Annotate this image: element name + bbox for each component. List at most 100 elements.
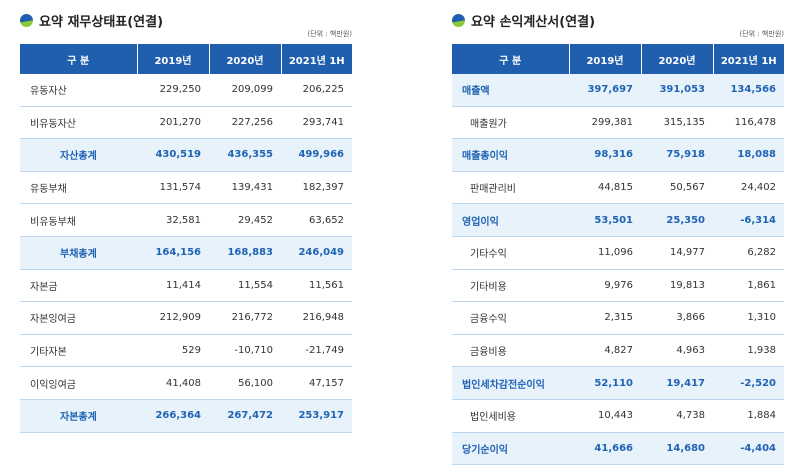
table-row: 기타자본 529 -10,710 -21,749 (20, 334, 352, 368)
cell-value: 266,364 (137, 399, 209, 433)
table-row: 매출총이익 98,316 75,918 18,088 (452, 138, 784, 172)
table-row: 영업이익 53,501 25,350 -6,314 (452, 203, 784, 237)
column-header: 2019년 (136, 44, 209, 74)
row-label: 이익잉여금 (20, 366, 137, 400)
table-row: 매출액 397,697 391,053 134,566 (452, 74, 784, 107)
balance-sheet-title: 요약 재무상태표(연결) (20, 11, 164, 30)
cell-value: 52,110 (569, 366, 641, 400)
cell-value: 201,270 (137, 106, 209, 140)
unit-label: (단위 : 백만원) (739, 30, 784, 38)
cell-value: 391,053 (641, 74, 713, 107)
cell-value: 11,096 (569, 236, 641, 270)
cell-value: 63,652 (281, 203, 352, 237)
column-header: 2020년 (208, 44, 281, 74)
row-label: 자본총계 (20, 399, 137, 433)
table-row: 자본금 11,414 11,554 11,561 (20, 269, 352, 303)
bullet-icon (452, 13, 465, 27)
cell-value: 44,815 (569, 171, 641, 205)
cell-value: 6,282 (713, 236, 784, 270)
cell-value: 227,256 (209, 106, 281, 140)
cell-value: 19,417 (641, 366, 713, 400)
cell-value: 246,049 (281, 236, 352, 270)
cell-value: 293,741 (281, 106, 352, 140)
cell-value: 4,963 (641, 334, 713, 368)
cell-value: 168,883 (209, 236, 281, 270)
row-label: 기타비용 (452, 269, 569, 303)
cell-value: -6,314 (713, 203, 784, 237)
cell-value: 499,966 (281, 138, 352, 172)
column-header: 2019년 (568, 44, 641, 74)
cell-value: 212,909 (137, 301, 209, 335)
balance-sheet-table: 구 분 2019년 2020년 2021년 1H 유동자산 229,250 209,099 2… (20, 44, 352, 433)
bullet-icon (20, 13, 33, 27)
table-row: 매출원가 299,381 315,135 116,478 (452, 106, 784, 140)
row-label: 기타자본 (20, 334, 137, 368)
row-label: 매출액 (452, 74, 569, 107)
cell-value: 11,554 (209, 269, 281, 303)
column-header: 2021년 1H (280, 44, 352, 74)
cell-value: 1,884 (713, 399, 784, 433)
row-label: 비유동자산 (20, 106, 137, 140)
row-label: 법인세비용 (452, 399, 569, 433)
row-label: 비유동부채 (20, 203, 137, 237)
cell-value: 1,310 (713, 301, 784, 335)
cell-value: -10,710 (209, 334, 281, 368)
table-row: 자산총계 430,519 436,355 499,966 (20, 138, 352, 172)
cell-value: 11,561 (281, 269, 352, 303)
cell-value: 430,519 (137, 138, 209, 172)
cell-value: 24,402 (713, 171, 784, 205)
table-row: 비유동자산 201,270 227,256 293,741 (20, 106, 352, 140)
row-label: 자본금 (20, 269, 137, 303)
cell-value: 164,156 (137, 236, 209, 270)
table-row: 자본잉여금 212,909 216,772 216,948 (20, 301, 352, 335)
unit-label: (단위 : 백만원) (307, 30, 352, 38)
table-row: 부채총계 164,156 168,883 246,049 (20, 236, 352, 270)
cell-value: 4,738 (641, 399, 713, 433)
cell-value: 209,099 (209, 74, 281, 107)
row-label: 매출총이익 (452, 138, 569, 172)
table-row: 법인세차감전순이익 52,110 19,417 -2,520 (452, 366, 784, 400)
cell-value: 116,478 (713, 106, 784, 140)
cell-value: 29,452 (209, 203, 281, 237)
column-header: 2021년 1H (712, 44, 784, 74)
cell-value: 98,316 (569, 138, 641, 172)
cell-value: 299,381 (569, 106, 641, 140)
income-title-text: 요약 손익계산서(연결) (471, 14, 596, 30)
cell-value: 19,813 (641, 269, 713, 303)
cell-value: 56,100 (209, 366, 281, 400)
cell-value: 11,414 (137, 269, 209, 303)
table-row: 유동자산 229,250 209,099 206,225 (20, 74, 352, 107)
row-label: 금융비용 (452, 334, 569, 368)
table-row: 비유동부채 32,581 29,452 63,652 (20, 203, 352, 237)
cell-value: 4,827 (569, 334, 641, 368)
row-label: 유동부채 (20, 171, 137, 205)
row-label: 금융수익 (452, 301, 569, 335)
table-row: 금융수익 2,315 3,866 1,310 (452, 301, 784, 335)
cell-value: 9,976 (569, 269, 641, 303)
column-header: 구 분 (452, 44, 569, 74)
cell-value: 3,866 (641, 301, 713, 335)
cell-value: 47,157 (281, 366, 352, 400)
cell-value: 75,918 (641, 138, 713, 172)
income-statement-title: 요약 손익계산서(연결) (452, 11, 596, 30)
column-header: 2020년 (640, 44, 713, 74)
cell-value: 229,250 (137, 74, 209, 107)
cell-value: 529 (137, 334, 209, 368)
row-label: 영업이익 (452, 203, 569, 237)
cell-value: 18,088 (713, 138, 784, 172)
cell-value: 139,431 (209, 171, 281, 205)
table-row: 금융비용 4,827 4,963 1,938 (452, 334, 784, 368)
row-label: 부채총계 (20, 236, 137, 270)
table-row: 유동부채 131,574 139,431 182,397 (20, 171, 352, 205)
header-row: 구 분 2019년 2020년 2021년 1H (20, 44, 352, 74)
cell-value: 315,135 (641, 106, 713, 140)
balance-title-text: 요약 재무상태표(연결) (39, 14, 164, 30)
cell-value: -21,749 (281, 334, 352, 368)
cell-value: 253,917 (281, 399, 352, 433)
column-header: 구 분 (20, 44, 137, 74)
cell-value: 216,772 (209, 301, 281, 335)
cell-value: -2,520 (713, 366, 784, 400)
cell-value: 131,574 (137, 171, 209, 205)
row-label: 자본잉여금 (20, 301, 137, 335)
table-row: 자본총계 266,364 267,472 253,917 (20, 399, 352, 433)
